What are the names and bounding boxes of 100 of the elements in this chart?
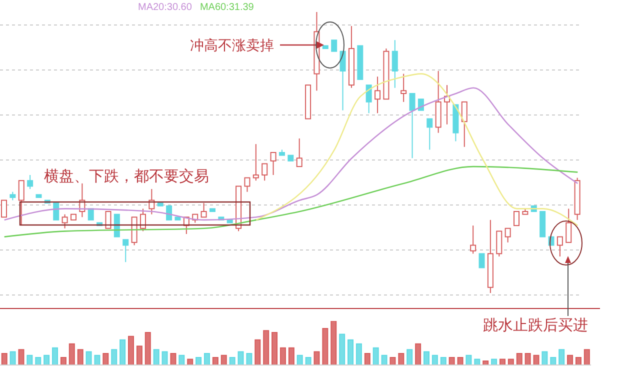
candlestick (366, 84, 372, 114)
bar (466, 354, 472, 365)
bar (52, 347, 58, 365)
bar (372, 347, 379, 365)
text: MA20:30.60 (138, 2, 192, 13)
bar (424, 351, 430, 365)
bar (584, 349, 590, 365)
bar (128, 336, 134, 365)
candlestick (166, 205, 172, 220)
bar (432, 354, 438, 365)
candlestick (114, 214, 120, 238)
bar (364, 353, 370, 365)
candlestick (374, 76, 381, 114)
candlestick (461, 101, 468, 148)
candlestick (426, 118, 433, 150)
candlestick (244, 177, 250, 192)
candlestick (122, 239, 129, 263)
bar (77, 349, 84, 365)
bar (508, 358, 514, 365)
candlestick (566, 208, 572, 243)
annotation: 跳水止跌后买进 (483, 317, 588, 334)
bar (220, 354, 227, 365)
bar (136, 346, 142, 365)
bar (68, 343, 75, 365)
annotation: 横盘、下跌，都不要交易 (44, 168, 209, 185)
bar (348, 339, 354, 365)
bar (314, 351, 320, 365)
candlestick (140, 208, 146, 232)
bar (305, 357, 312, 365)
bar (246, 353, 252, 365)
candlestick (331, 40, 338, 52)
bar (288, 347, 294, 365)
bar (390, 357, 396, 365)
bar (162, 351, 168, 365)
bar (280, 347, 286, 365)
bar (482, 360, 489, 365)
candlestick (392, 40, 398, 88)
bar (238, 351, 244, 365)
bar (415, 343, 422, 365)
bar (94, 354, 100, 365)
bar (322, 328, 328, 365)
bar (1, 353, 8, 365)
bar (35, 357, 42, 365)
bar (102, 353, 109, 365)
candlestick (478, 253, 485, 268)
bar (542, 351, 548, 365)
bar (516, 353, 522, 365)
bar (356, 343, 362, 365)
bar (339, 334, 346, 365)
candlestick (340, 50, 346, 111)
candlestick (262, 163, 268, 182)
bar (111, 349, 118, 365)
bar (187, 358, 194, 365)
candlestick (252, 144, 259, 182)
bar (120, 339, 126, 365)
bar (330, 321, 337, 365)
candlestick (200, 202, 207, 218)
bar (44, 354, 50, 365)
bar (254, 339, 261, 365)
bar (296, 354, 303, 365)
bar (153, 349, 160, 365)
candlestick (62, 214, 68, 229)
text: MA60:31.39 (200, 2, 254, 13)
candlestick (270, 152, 276, 176)
bar (60, 357, 66, 365)
bar (567, 354, 574, 365)
bar (558, 349, 565, 365)
candlestick (504, 228, 511, 243)
bar (491, 358, 498, 365)
candlestick (409, 92, 416, 159)
candlestick (400, 73, 407, 102)
bar (263, 330, 270, 365)
bar (178, 354, 185, 365)
candlestick (296, 138, 302, 168)
candlestick (496, 230, 502, 257)
bar (86, 351, 92, 365)
bar (524, 353, 531, 365)
bar (398, 353, 404, 365)
bar (204, 353, 210, 365)
bar (533, 354, 540, 365)
candlestick (53, 202, 60, 220)
bar (440, 357, 446, 365)
bar (406, 349, 413, 365)
candlestick (470, 225, 476, 254)
bar (550, 357, 556, 365)
candlestick (514, 211, 520, 226)
annotation: 冲高不涨卖掉 (190, 37, 274, 53)
bar (474, 358, 480, 365)
bar (448, 357, 455, 365)
bar (144, 332, 151, 365)
candlestick (105, 211, 112, 229)
bar (229, 357, 236, 365)
bar (381, 354, 388, 365)
bar (10, 351, 16, 365)
bar (26, 354, 33, 365)
bar (575, 357, 582, 365)
bar (196, 357, 202, 365)
candlestick (27, 174, 34, 190)
candlestick (18, 180, 24, 226)
bar (212, 357, 218, 365)
